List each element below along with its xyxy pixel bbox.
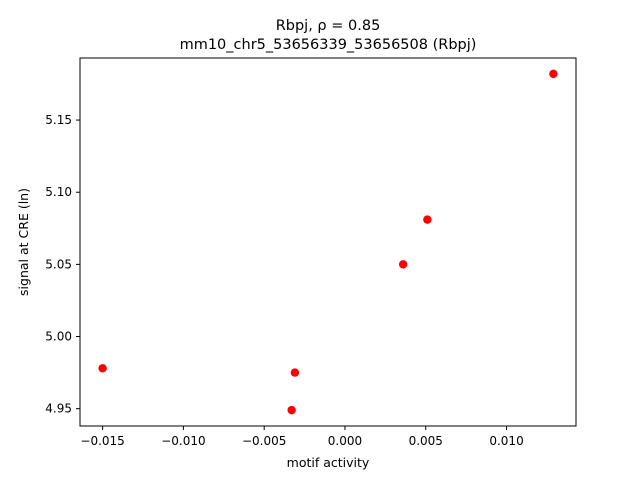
- chart-title-line2: mm10_chr5_53656339_53656508 (Rbpj): [180, 37, 477, 53]
- x-axis-label: motif activity: [287, 455, 370, 470]
- chart-title-line1: Rbpj, ρ = 0.85: [276, 18, 381, 34]
- x-tick-label: −0.005: [242, 434, 286, 448]
- y-tick-label: 5.05: [45, 257, 72, 271]
- x-tick-label: 0.000: [328, 434, 362, 448]
- data-point: [549, 69, 558, 79]
- data-point: [398, 260, 408, 269]
- plot-area: −0.015 −0.010 −0.005 0.000 0.005 0.010 4.95 5.0…: [45, 57, 577, 448]
- y-axis-label: signal at CRE (ln): [16, 188, 31, 296]
- data-point: [287, 405, 296, 415]
- x-tick-label: −0.010: [161, 434, 205, 448]
- data-point: [98, 364, 107, 373]
- x-tick-label: 0.005: [409, 434, 443, 448]
- x-tick-label: −0.015: [80, 434, 124, 448]
- y-tick-label: 5.00: [45, 330, 72, 344]
- axes-frame: [79, 57, 577, 427]
- y-tick-label: 4.95: [45, 402, 72, 416]
- y-tick-label: 5.10: [45, 185, 72, 199]
- data-point: [290, 368, 300, 377]
- y-tick-label: 5.15: [45, 113, 72, 127]
- data-point: [423, 215, 432, 224]
- x-tick-label: 0.010: [489, 434, 523, 448]
